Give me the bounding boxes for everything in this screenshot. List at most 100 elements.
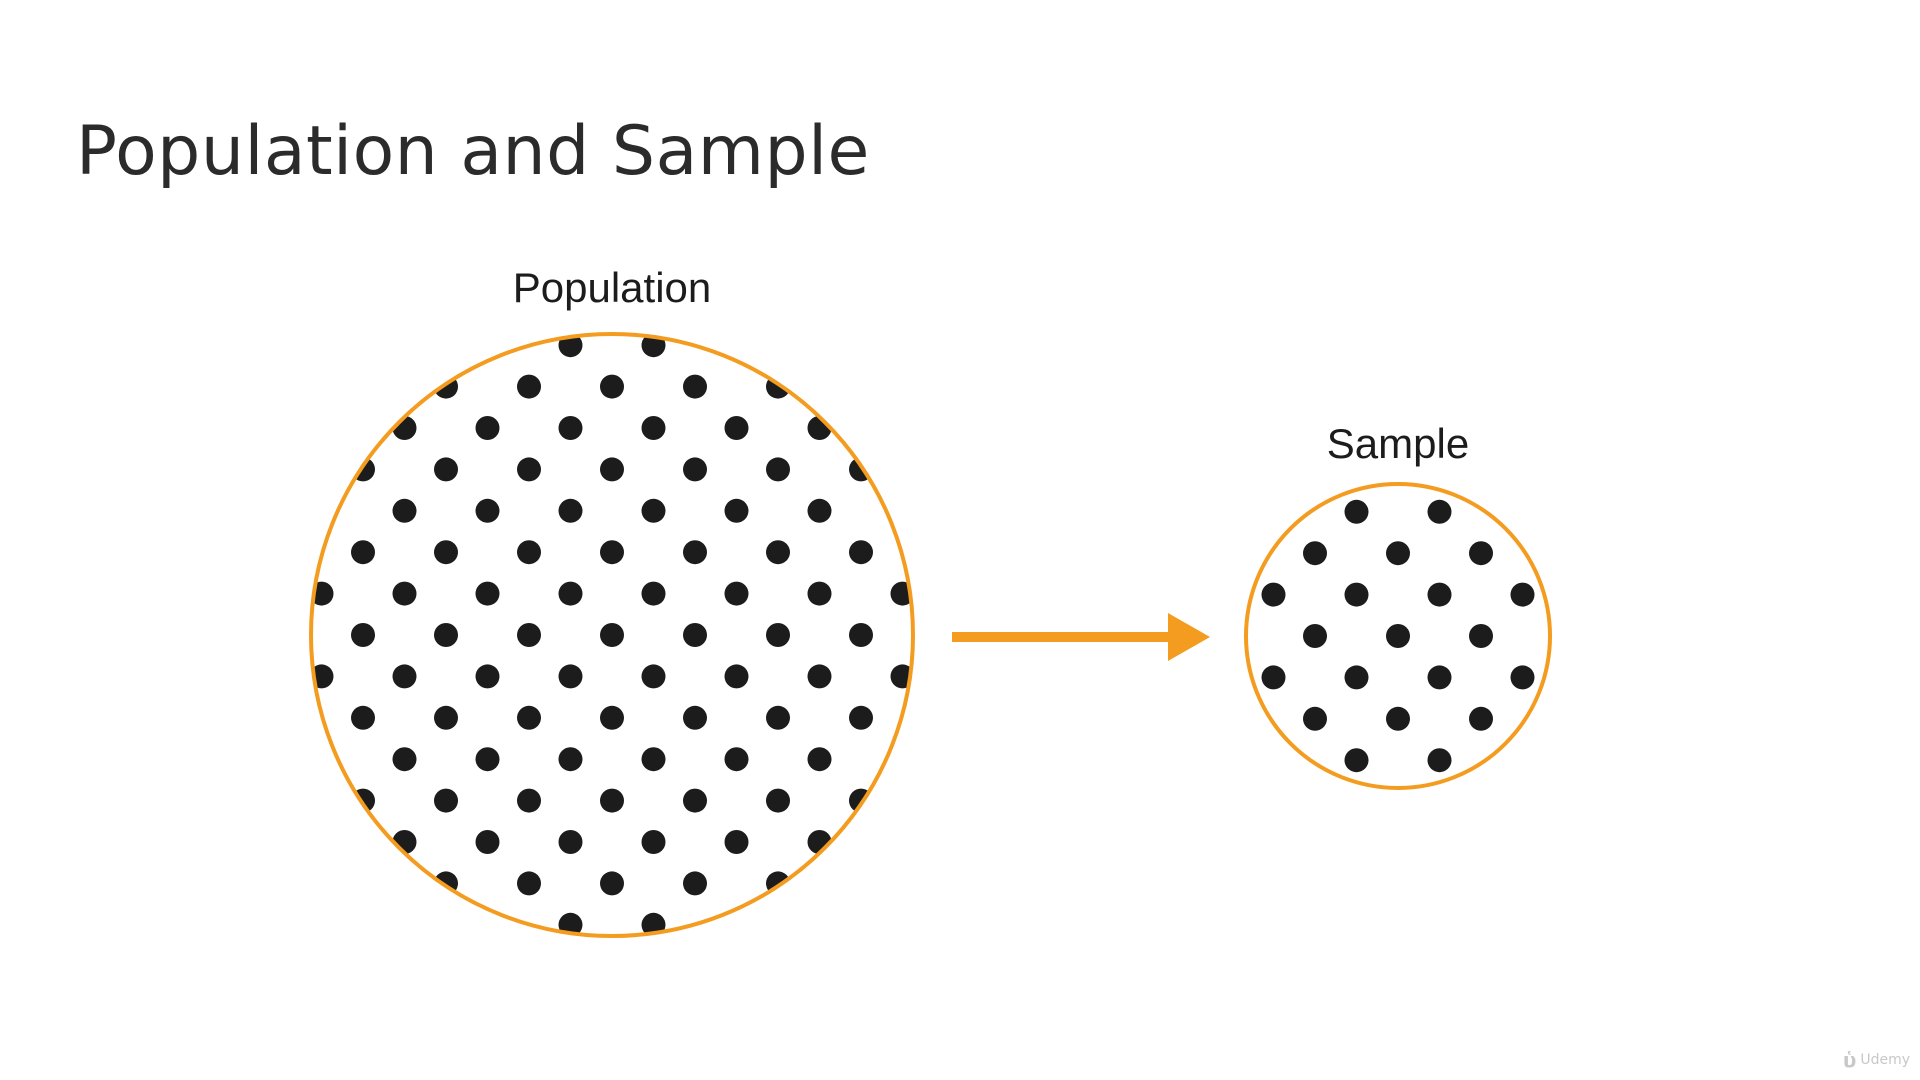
population-dot [766,540,790,565]
sample-dot [1469,706,1493,731]
population-dot [724,581,749,606]
sample-dot [1469,541,1493,566]
population-label: Population [513,264,712,311]
population-dot [766,788,790,813]
sample-dot [1344,499,1369,524]
sample-dot [1303,541,1327,566]
population-dot [683,540,707,565]
population-dot [641,664,666,689]
population-dot [517,705,541,730]
population-dot [600,705,624,730]
population-dot [392,581,417,606]
population-dot [641,830,666,854]
population-dot [766,457,790,482]
sample-dot [1427,499,1452,524]
population-dot [517,623,541,647]
population-dot [724,830,749,854]
sample-dot [1344,748,1369,773]
population-dot [475,581,500,606]
population-dot [517,374,541,399]
sample-dot [1510,665,1535,690]
population-dot [683,788,707,813]
population-dot [807,498,832,523]
population-dot [600,374,624,399]
population-dot [641,498,666,523]
population-dot [641,416,666,440]
sample-dot [1261,582,1286,607]
population-dot [351,705,375,730]
sample-dot [1386,706,1410,731]
population-dot [517,871,541,896]
population-dot [849,705,873,730]
population-dot [434,623,458,647]
population-dot [434,788,458,813]
population-dot [475,830,500,854]
udemy-logo-icon: ὑ [1842,1048,1857,1072]
population-dot [517,540,541,565]
population-dot [766,623,790,647]
population-dot [558,581,583,606]
population-dot [683,623,707,647]
population-dot [683,705,707,730]
sample-dots [1261,499,1535,773]
sample-dot [1303,706,1327,731]
population-dot [392,498,417,523]
population-dot [600,540,624,565]
population-dot [558,747,583,772]
population-dot [600,457,624,482]
sample-dot [1469,624,1493,648]
population-dot [641,747,666,772]
population-dot [434,457,458,482]
sample-circle [1244,482,1552,790]
population-dot [807,664,832,689]
sample-dot [1510,582,1535,607]
population-dot [683,374,707,399]
population-dot [351,540,375,565]
population-dot [724,498,749,523]
arrow [952,613,1210,661]
population-dot [434,705,458,730]
population-dot [600,623,624,647]
population-dot [558,830,583,854]
sample-dot [1386,541,1410,566]
population-dot [434,540,458,565]
population-dot [558,664,583,689]
watermark-text: Udemy [1860,1052,1910,1068]
sample-dot [1303,624,1327,648]
population-dot [392,664,417,689]
population-dot [724,416,749,440]
population-dot [724,664,749,689]
sample-label: Sample [1327,420,1469,467]
population-circle [309,332,915,938]
population-dot [849,623,873,647]
sample-dot [1344,582,1369,607]
sample-dot [1427,582,1452,607]
population-dot [475,664,500,689]
population-dot [766,705,790,730]
population-dot [558,498,583,523]
sample-dot [1386,624,1410,648]
udemy-watermark: ὑ Udemy [1843,1048,1910,1072]
sample-dot [1344,665,1369,690]
slide-title: Population and Sample [76,112,870,191]
sample-dot [1427,748,1452,773]
population-dot [600,788,624,813]
population-dot [807,581,832,606]
population-dot [807,747,832,772]
population-dot [475,416,500,440]
arrow-head [1168,613,1210,661]
population-dot [683,871,707,896]
population-dot [558,416,583,440]
population-dot [849,540,873,565]
population-dot [641,581,666,606]
sample-dot [1427,665,1452,690]
population-dot [683,457,707,482]
population-dot [517,788,541,813]
population-dot [351,623,375,647]
population-dot [475,498,500,523]
population-dot [600,871,624,896]
population-dot [475,747,500,772]
population-dot [392,747,417,772]
sample-dot [1261,665,1286,690]
